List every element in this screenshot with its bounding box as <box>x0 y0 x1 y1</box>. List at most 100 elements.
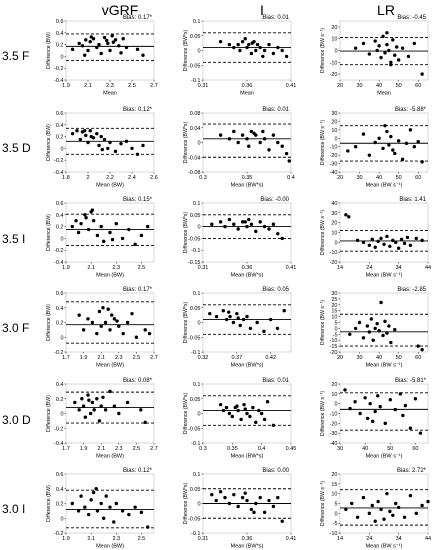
data-point <box>353 145 358 149</box>
y-tick-label: 10 <box>331 315 337 321</box>
data-point <box>258 495 262 500</box>
y-tick-label: -0.1 <box>191 441 200 447</box>
data-point <box>223 495 227 500</box>
y-tick-label: 0.05 <box>190 487 201 493</box>
x-tick-label: 2.5 <box>138 536 146 542</box>
data-point <box>235 311 239 316</box>
x-tick-label: 40 <box>362 446 368 452</box>
data-point <box>236 504 240 509</box>
x-tick-label: 0.41 <box>286 536 297 542</box>
x-tick-label: 0.3 <box>199 446 207 452</box>
data-point <box>391 148 395 152</box>
y-tick-label: 25 <box>331 297 337 303</box>
y-tick-label: 0 <box>197 321 200 327</box>
data-point <box>357 320 362 325</box>
data-point <box>83 415 88 419</box>
data-point <box>88 129 92 133</box>
x-tick-label: 2.1 <box>84 83 92 89</box>
data-point <box>81 328 86 332</box>
data-point <box>97 42 101 47</box>
data-point <box>240 39 245 44</box>
y-tick-label: 10 <box>331 231 337 237</box>
data-point <box>143 420 147 425</box>
x-axis-label: Mean (BW) <box>96 273 124 279</box>
data-point <box>284 54 289 59</box>
x-tick-label: 0.37 <box>231 355 242 361</box>
data-point <box>408 426 413 430</box>
y-tick-label: -0.08 <box>188 170 201 176</box>
data-point <box>88 39 92 44</box>
bias-label: Bias: 0.12* <box>123 107 153 113</box>
data-point <box>383 319 387 324</box>
x-axis-label: Mean (BW) <box>96 454 124 460</box>
data-point <box>121 331 125 336</box>
panel-3.0i-lr: -10 -5 0 5 10 15 20 14 24 34 44 Bias: 2.72* Mean (BW… <box>320 468 431 550</box>
data-point <box>86 48 90 53</box>
y-tick-label: -0.2 <box>54 248 63 254</box>
x-tick-label: 1.7 <box>62 446 70 452</box>
plot-frame <box>339 383 429 444</box>
data-point <box>368 401 372 406</box>
x-tick-label: 2.1 <box>87 536 95 542</box>
data-point <box>346 149 350 153</box>
data-point <box>227 137 232 141</box>
data-point <box>347 215 351 219</box>
panel-3.5d-vgrf: -0.4 -0.2 0 0.2 0.4 0.6 1.8 2 2.2 2.4 2.6 Bias: 0.1… <box>46 107 158 189</box>
y-tick-label: -0.05 <box>188 335 201 341</box>
data-point <box>262 48 267 53</box>
y-axis-label: Difference (BW*s) <box>183 483 189 525</box>
data-point <box>254 229 258 234</box>
y-tick-label: 15 <box>331 482 337 488</box>
panel-3.5f-lr: -20 -10 0 10 20 20 30 40 50 60 Bias: -0.45 Mean Diff… <box>320 15 429 97</box>
y-tick-label: -0.05 <box>188 63 201 69</box>
y-axis-label: Difference (BW*s) <box>183 302 189 344</box>
data-point <box>99 501 103 506</box>
x-tick-label: 1.9 <box>80 446 88 452</box>
data-point <box>249 51 254 56</box>
y-axis-label: Difference (BW s⁻¹) <box>320 391 326 437</box>
x-axis-label: Mean (BW*s) <box>231 544 264 550</box>
data-point <box>416 139 420 144</box>
data-point <box>243 37 247 41</box>
data-point <box>414 236 418 241</box>
panel-3.5d-i: -0.08 -0.04 0 0.04 0.08 0.3 0.35 0.4 Bias: 0.01 M… <box>183 107 295 189</box>
y-axis-label: Difference (BW) <box>46 304 52 341</box>
row-label-30d: 3.0 D <box>2 413 31 427</box>
data-point <box>420 72 424 76</box>
data-point <box>238 48 242 53</box>
data-point <box>276 231 280 236</box>
y-tick-label: -0.4 <box>54 441 63 447</box>
y-axis-label: Difference (BW*s) <box>183 122 189 164</box>
bias-label: Bias: -0.45 <box>397 15 426 21</box>
data-point <box>227 411 232 416</box>
data-point <box>218 220 223 224</box>
y-tick-label: -0.2 <box>54 426 63 432</box>
x-tick-label: 30 <box>356 355 362 361</box>
data-point <box>227 42 232 47</box>
data-point <box>370 503 374 508</box>
y-tick-label: 0.1 <box>193 291 201 297</box>
data-point <box>79 494 83 498</box>
data-point <box>88 411 93 416</box>
panel-3.0f-vgrf: -0.2 0 0.2 0.4 0.6 1.7 1.9 2.1 2.3 2.5 2.7 Bias: 0.… <box>46 287 158 369</box>
data-point <box>355 238 360 243</box>
panel-3.5i-i: -0.15 -0.1 -0.05 0 0.05 0.1 0.31 0.36 0.41 Bias: … <box>183 197 296 279</box>
data-point <box>235 404 239 408</box>
data-point <box>243 491 247 495</box>
data-point <box>245 498 249 503</box>
x-tick-label: 0.31 <box>198 536 209 542</box>
data-point <box>401 413 405 418</box>
y-tick-label: 0 <box>60 236 63 242</box>
data-point <box>353 46 358 50</box>
data-point <box>394 501 398 506</box>
x-tick-label: 40 <box>376 355 382 361</box>
data-point <box>389 60 393 64</box>
y-tick-label: 0.4 <box>56 123 64 129</box>
y-tick-label: 20 <box>331 25 337 31</box>
x-tick-label: 2.3 <box>112 536 120 542</box>
data-point <box>275 326 280 331</box>
data-point <box>248 414 252 419</box>
data-point <box>389 62 393 67</box>
data-point <box>375 48 379 53</box>
data-point <box>99 134 103 139</box>
